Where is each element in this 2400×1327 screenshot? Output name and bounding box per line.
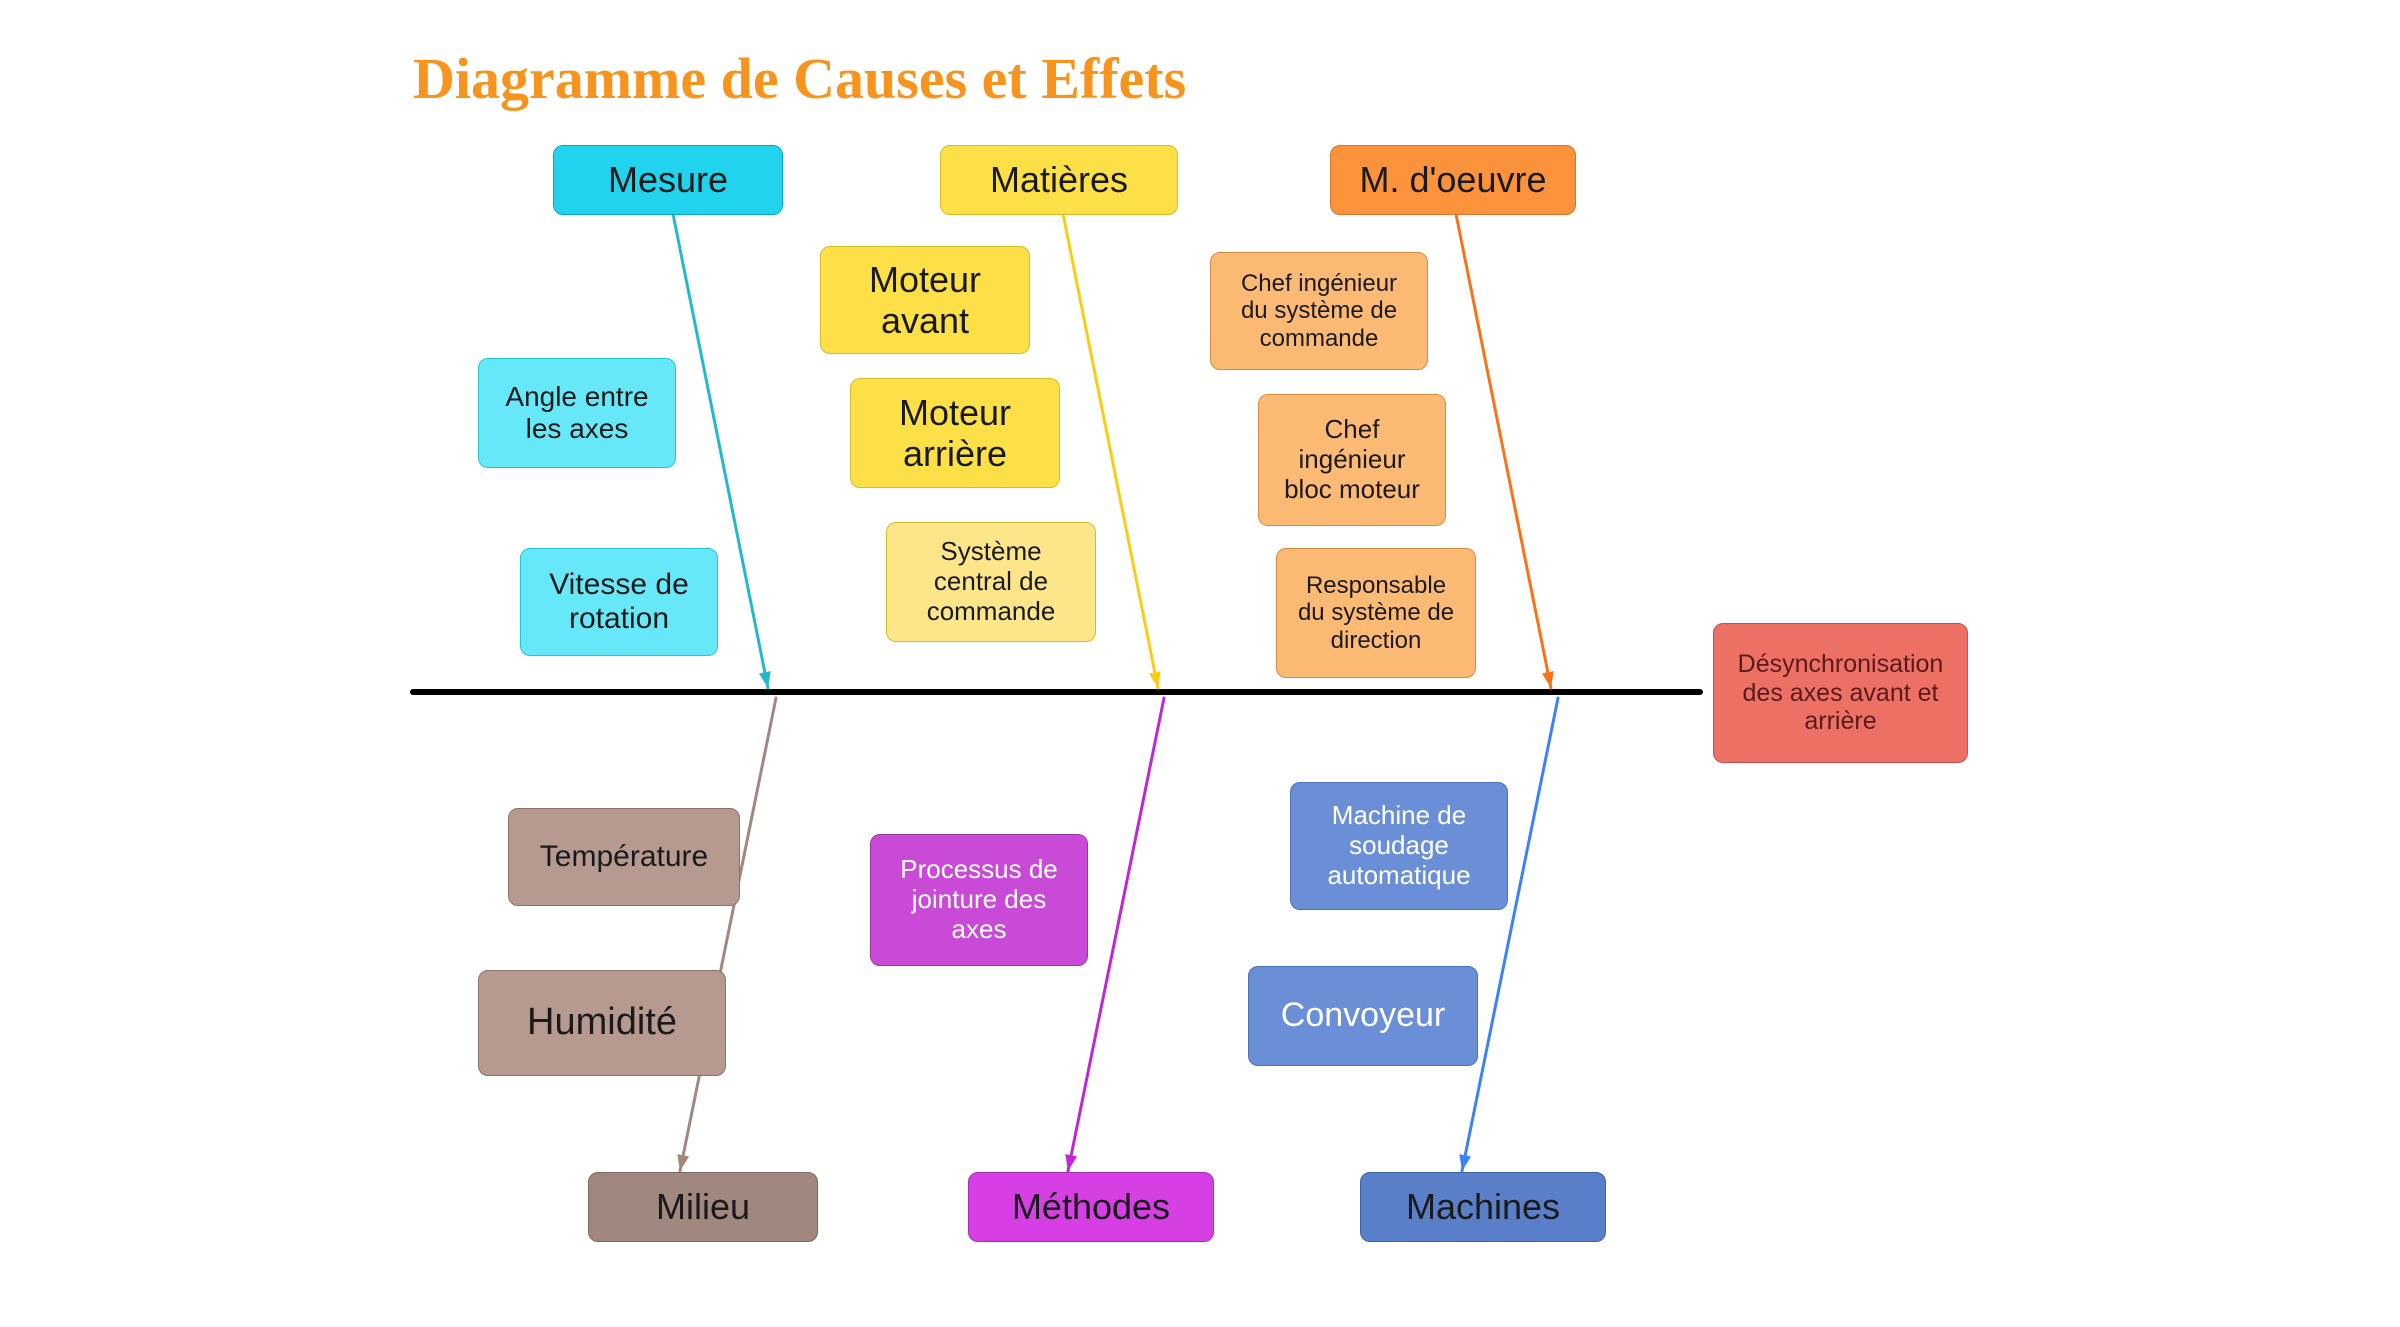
cause-matieres-0: Moteur avant — [820, 246, 1030, 354]
cause-mesure-1: Vitesse de rotation — [520, 548, 718, 656]
category-moeuvre: M. d'oeuvre — [1330, 145, 1576, 215]
cause-milieu-1: Humidité — [478, 970, 726, 1076]
effect-box: Désynchronisation des axes avant et arri… — [1713, 623, 1968, 763]
cause-matieres-2: Système central de commande — [886, 522, 1096, 642]
cause-moeuvre-2: Responsable du système de direction — [1276, 548, 1476, 678]
cause-moeuvre-1: Chef ingénieur bloc moteur — [1258, 394, 1446, 526]
cause-machines-0: Machine de soudage automatique — [1290, 782, 1508, 910]
category-milieu: Milieu — [588, 1172, 818, 1242]
cause-moeuvre-0: Chef ingénieur du système de commande — [1210, 252, 1428, 370]
fishbone-diagram: { "canvas": { "width": 2400, "height": 1… — [0, 0, 2400, 1327]
cause-mesure-0: Angle entre les axes — [478, 358, 676, 468]
cause-machines-1: Convoyeur — [1248, 966, 1478, 1066]
bones-svg — [0, 0, 2400, 1327]
cause-milieu-0: Température — [508, 808, 740, 906]
category-mesure: Mesure — [553, 145, 783, 215]
category-matieres: Matières — [940, 145, 1178, 215]
category-methodes: Méthodes — [968, 1172, 1214, 1242]
cause-matieres-1: Moteur arrière — [850, 378, 1060, 488]
cause-methodes-0: Processus de jointure des axes — [870, 834, 1088, 966]
category-machines: Machines — [1360, 1172, 1606, 1242]
